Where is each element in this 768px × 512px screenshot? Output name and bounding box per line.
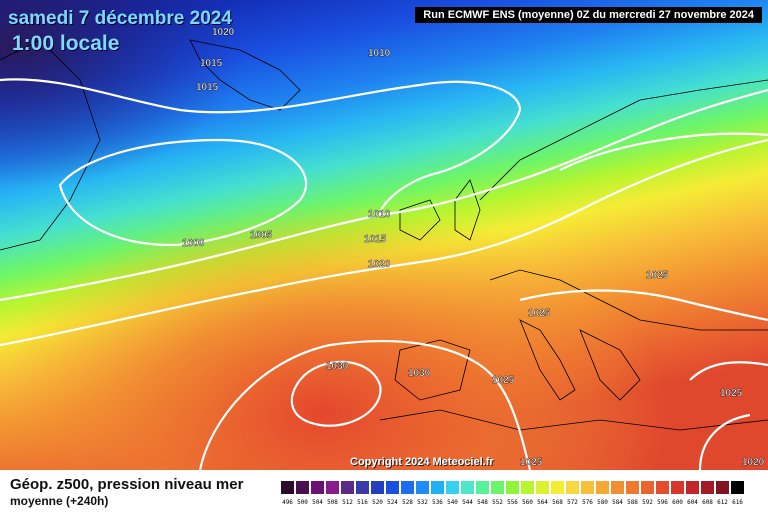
scale-label: 524 <box>387 499 398 506</box>
scale-label: 544 <box>462 499 473 506</box>
isobar-label: 1015 <box>364 234 387 245</box>
isobar-label: 1030 <box>408 368 431 379</box>
color-scale <box>280 480 745 495</box>
scale-swatch <box>370 480 385 495</box>
scale-label: 548 <box>477 499 488 506</box>
scale-swatch <box>610 480 625 495</box>
scale-swatch <box>400 480 415 495</box>
scale-label: 592 <box>642 499 653 506</box>
copyright-notice: Copyright 2024 Meteociel.fr <box>350 456 494 468</box>
scale-label: 540 <box>447 499 458 506</box>
scale-swatch <box>385 480 400 495</box>
scale-label: 536 <box>432 499 443 506</box>
scale-swatch <box>445 480 460 495</box>
scale-label: 504 <box>312 499 323 506</box>
isobar-label: 1025 <box>492 375 515 386</box>
scale-swatch <box>700 480 715 495</box>
isobar-label: 1015 <box>196 82 219 93</box>
scale-swatch <box>565 480 580 495</box>
scale-swatch <box>280 480 295 495</box>
coastlines <box>0 39 768 431</box>
scale-swatch <box>580 480 595 495</box>
forecast-date: samedi 7 décembre 2024 <box>8 8 232 29</box>
isobar-label: 1030 <box>326 361 349 372</box>
scale-swatch <box>340 480 355 495</box>
isobar-label: 1020 <box>742 457 765 468</box>
scale-swatch <box>475 480 490 495</box>
legend-subtitle: moyenne (+240h) <box>10 494 109 508</box>
scale-label: 520 <box>372 499 383 506</box>
scale-swatch <box>325 480 340 495</box>
scale-label: 580 <box>597 499 608 506</box>
scale-swatch <box>310 480 325 495</box>
isobar-label: 1025 <box>528 308 551 319</box>
scale-swatch <box>715 480 730 495</box>
scale-label: 528 <box>402 499 413 506</box>
scale-label: 584 <box>612 499 623 506</box>
scale-swatch <box>295 480 310 495</box>
isobar-label: 1025 <box>646 270 669 281</box>
isobar-label: 1025 <box>720 388 743 399</box>
scale-swatch <box>430 480 445 495</box>
scale-swatch <box>625 480 640 495</box>
isobars <box>0 78 768 470</box>
scale-swatch <box>415 480 430 495</box>
weather-map: 1020 1015 1015 1010 1000 1005 1010 1015 … <box>0 0 768 470</box>
isobar-label: 1015 <box>200 58 223 69</box>
scale-swatch <box>670 480 685 495</box>
scale-swatch <box>535 480 550 495</box>
forecast-time: 1:00 locale <box>12 32 120 55</box>
color-scale-labels: 496 500 504 508 512 516 520 524 528 532 536 540 544 5… <box>280 499 745 506</box>
scale-label: 588 <box>627 499 638 506</box>
scale-label: 572 <box>567 499 578 506</box>
scale-label: 496 <box>282 499 293 506</box>
scale-swatch <box>490 480 505 495</box>
scale-label: 600 <box>672 499 683 506</box>
scale-swatch <box>520 480 535 495</box>
scale-label: 608 <box>702 499 713 506</box>
scale-label: 556 <box>507 499 518 506</box>
isobar-label: 1005 <box>250 230 273 241</box>
isobar-label-group: 1020 1015 1015 1010 1000 1005 1010 1015 … <box>182 27 765 468</box>
scale-label: 552 <box>492 499 503 506</box>
scale-swatch <box>640 480 655 495</box>
isobar-label: 1020 <box>212 27 235 38</box>
scale-swatch <box>595 480 610 495</box>
scale-swatch <box>505 480 520 495</box>
scale-label: 560 <box>522 499 533 506</box>
scale-label: 508 <box>327 499 338 506</box>
scale-label: 568 <box>552 499 563 506</box>
scale-label: 500 <box>297 499 308 506</box>
legend-title: Géop. z500, pression niveau mer <box>10 476 244 493</box>
scale-label: 564 <box>537 499 548 506</box>
scale-label: 596 <box>657 499 668 506</box>
scale-swatch <box>460 480 475 495</box>
isobar-label: 1000 <box>182 238 205 249</box>
scale-label: 612 <box>717 499 728 506</box>
isobar-label: 1010 <box>368 48 391 59</box>
scale-swatch <box>655 480 670 495</box>
scale-label: 616 <box>732 499 743 506</box>
isobar-label: 1020 <box>368 259 391 270</box>
isobar-label: 1025 <box>520 457 543 468</box>
isobar-label: 1010 <box>368 209 391 220</box>
scale-swatch <box>550 480 565 495</box>
scale-swatch <box>730 480 745 495</box>
scale-label: 512 <box>342 499 353 506</box>
scale-label: 576 <box>582 499 593 506</box>
scale-label: 516 <box>357 499 368 506</box>
scale-swatch <box>355 480 370 495</box>
scale-swatch <box>685 480 700 495</box>
scale-label: 604 <box>687 499 698 506</box>
run-info: Run ECMWF ENS (moyenne) 0Z du mercredi 2… <box>415 7 762 23</box>
scale-label: 532 <box>417 499 428 506</box>
